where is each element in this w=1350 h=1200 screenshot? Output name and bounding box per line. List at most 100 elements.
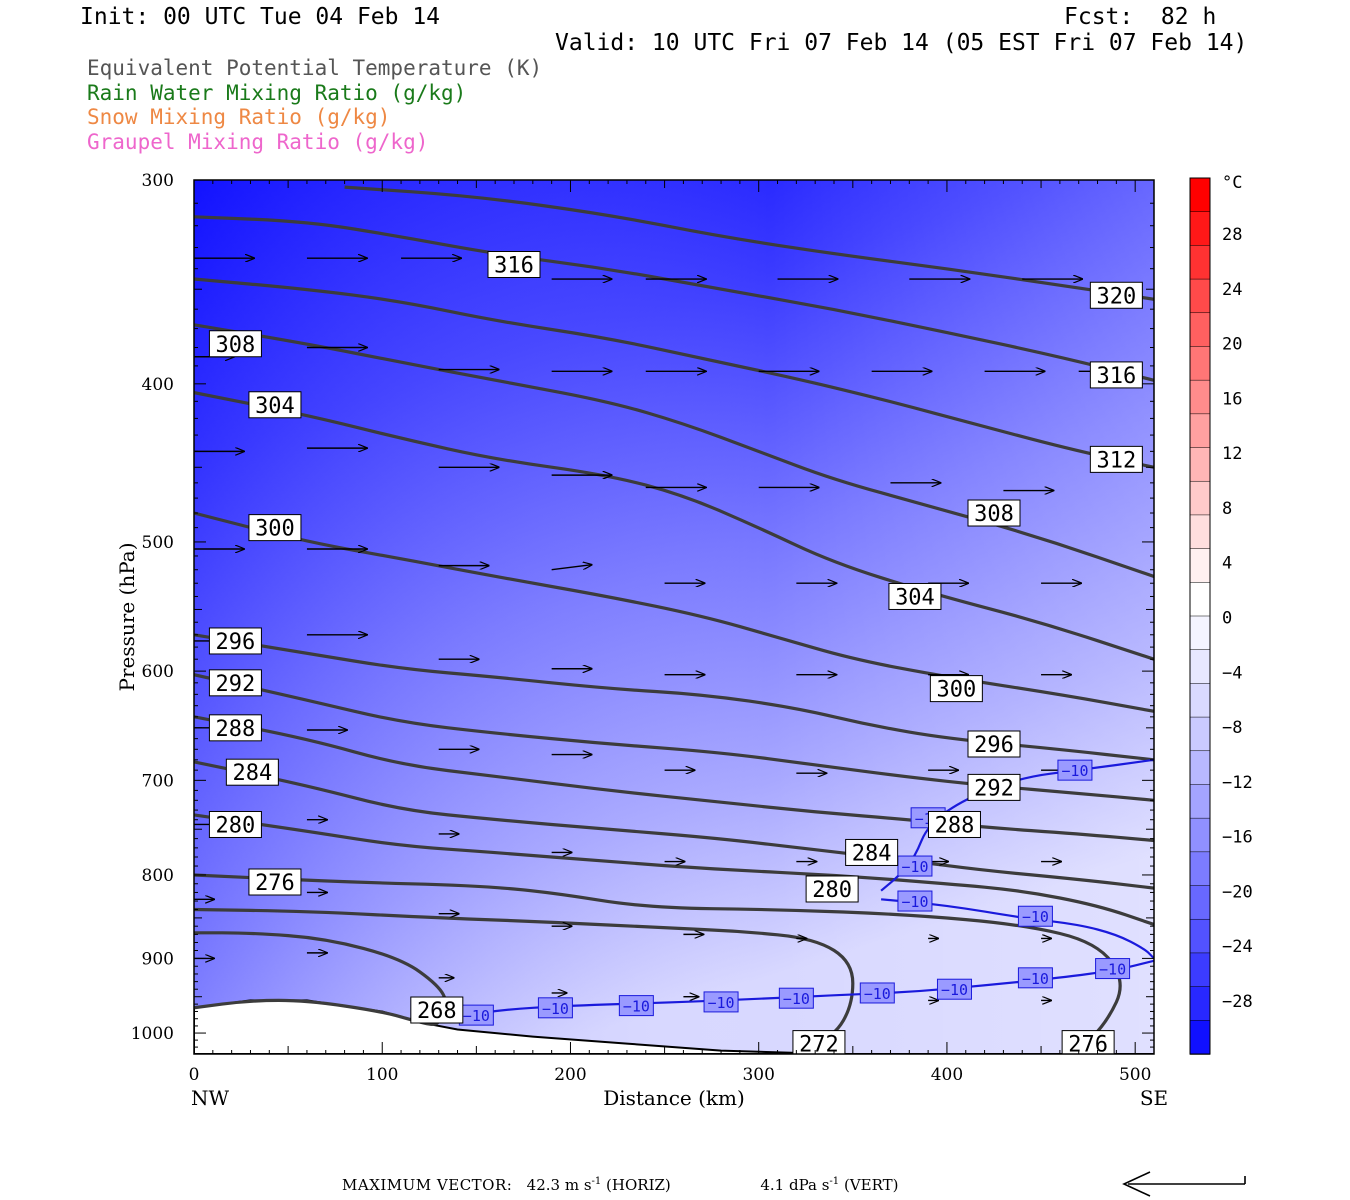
colorbar-swatch: [1189, 413, 1211, 449]
theta-e-label: 272: [792, 1030, 846, 1058]
theta-e-label-text: 276: [255, 871, 295, 896]
colorbar-swatch: [1189, 582, 1211, 617]
colorbar-swatch: [1189, 784, 1211, 819]
colorbar: [1189, 177, 1211, 1055]
theta-e-label-box: [208, 669, 262, 697]
colorbar-label: 8: [1222, 499, 1232, 519]
isotherm-label-box: [1095, 958, 1131, 980]
theta-e-label: 316: [1089, 361, 1143, 389]
colorbar-labels: 28 24 20 16 12 8 4 0 −4 −8 −12 −16 −20 −24 −28: [1222, 225, 1253, 1012]
y-axis-label: Pressure (hPa): [115, 543, 139, 692]
colorbar-swatch: [1189, 851, 1211, 887]
theta-e-label: 308: [967, 499, 1021, 527]
theta-e-label-box: [967, 773, 1021, 801]
theta-e-label: 292: [967, 773, 1021, 801]
colorbar-swatch: [1189, 480, 1211, 516]
theta-e-label-box: [967, 730, 1021, 758]
theta-e-label-text: 296: [974, 733, 1014, 758]
theta-e-label-box: [1061, 1030, 1115, 1054]
colorbar-swatch: [1189, 615, 1211, 651]
y-tick-label: 300: [142, 171, 174, 191]
wind-vector: [551, 565, 592, 571]
valid-time: Valid: 10 UTC Fri 07 Feb 14 (05 EST Fri …: [555, 30, 1248, 56]
isotherm-label-box: [1057, 759, 1093, 781]
theta-e-label: 280: [208, 810, 262, 838]
theta-e-label: 276: [248, 868, 302, 896]
theta-e-label: 316: [487, 251, 541, 279]
colorbar-swatch: [1189, 447, 1211, 482]
theta-e-label: 284: [845, 838, 899, 866]
theta-e-contour-308: [194, 323, 1154, 579]
x-tick-label: 100: [366, 1065, 398, 1085]
colorbar-swatch: [1189, 716, 1211, 752]
theta-e-label-text: 284: [232, 761, 272, 786]
x-axis-label: Distance (km): [603, 1086, 745, 1110]
wind-vectors: [194, 258, 1138, 1000]
max-vector-footer: MAXIMUM VECTOR: 42.3 m s-1 (HORIZ) 4.1 d…: [342, 1176, 898, 1194]
isotherm-label-text: −10: [864, 985, 891, 1003]
theta-e-label-text: 272: [799, 1033, 839, 1058]
x-tick-label: 300: [742, 1065, 774, 1085]
theta-e-contour-320: [344, 185, 1154, 301]
theta-e-contour-316: [194, 215, 1154, 382]
forecast-hour: Fcst: 82 h: [1064, 4, 1217, 30]
x-axis-right-end-label: SE: [1140, 1086, 1168, 1110]
isotherm-label-box: [1017, 905, 1053, 927]
init-time: Init: 00 UTC Tue 04 Feb 14: [80, 4, 441, 30]
theta-e-label-text: 280: [216, 813, 256, 838]
colorbar-swatch: [1189, 177, 1211, 213]
colorbar-label: 20: [1222, 335, 1242, 355]
theta-e-label-text: 304: [255, 394, 295, 419]
theta-e-label: 296: [967, 730, 1021, 758]
isotherm-label: −10: [897, 855, 933, 877]
theta-e-label-text: 308: [974, 502, 1014, 527]
y-tick-label: 800: [142, 866, 174, 886]
colorbar-swatch: [1189, 346, 1211, 381]
isotherm-label-box: [897, 890, 933, 912]
theta-e-label: 280: [805, 875, 859, 903]
theta-e-label-box: [248, 391, 302, 419]
isotherm-label: −10: [458, 1004, 494, 1026]
isotherm-label: −10: [537, 997, 573, 1019]
theta-e-label-box: [929, 675, 983, 703]
theta-e-label-box: [792, 1030, 846, 1054]
y-tick-label: 500: [142, 533, 174, 553]
colorbar-unit: °C: [1222, 173, 1242, 193]
theta-e-label-text: 300: [936, 678, 976, 703]
theta-e-label-box: [208, 714, 262, 742]
isotherm-label-box: [897, 855, 933, 877]
legend-equivalent-potential-temperature: Equivalent Potential Temperature (K): [87, 56, 543, 80]
isotherm-label: −10: [618, 995, 654, 1017]
isotherm-label: −10: [778, 987, 814, 1009]
theta-e-label-text: 284: [852, 841, 892, 866]
theta-e-contour-280: [194, 813, 1154, 927]
theta-e-label: 296: [208, 627, 262, 655]
reference-vector-arrow-icon: [1122, 1171, 1246, 1197]
colorbar-swatch: [1189, 683, 1211, 718]
theta-e-label: 312: [1089, 445, 1143, 473]
isotherm-label-text: −10: [1022, 908, 1049, 926]
colorbar-swatch: [1189, 548, 1211, 584]
isotherm-label: −10: [1095, 958, 1131, 980]
colorbar-swatch: [1189, 750, 1211, 786]
theta-e-label-box: [208, 330, 262, 358]
theta-e-label: 284: [225, 758, 279, 786]
isotherm-label-box: [778, 987, 814, 1009]
legend-graupel: Graupel Mixing Ratio (g/kg): [87, 130, 429, 154]
colorbar-label: 28: [1222, 225, 1242, 245]
theta-e-label-text: 300: [255, 517, 295, 542]
vertical-tag: (VERT): [843, 1176, 899, 1194]
theta-e-label: 304: [888, 582, 942, 610]
isotherm-label-text: −10: [623, 998, 650, 1016]
colorbar-frame: [1189, 177, 1211, 1055]
isotherm-label: −10: [936, 978, 972, 1000]
theta-e-contour-296: [194, 633, 1154, 762]
theta-e-contour-284: [194, 760, 1154, 890]
colorbar-swatch: [1189, 278, 1211, 314]
x-tick-label: 0: [189, 1065, 200, 1085]
theta-e-label-box: [208, 627, 262, 655]
theta-e-label-text: 312: [1096, 448, 1136, 473]
x-axis-left-end-label: NW: [191, 1086, 230, 1110]
isotherm-label-text: −10: [901, 893, 928, 911]
theta-e-label-box: [248, 514, 302, 542]
